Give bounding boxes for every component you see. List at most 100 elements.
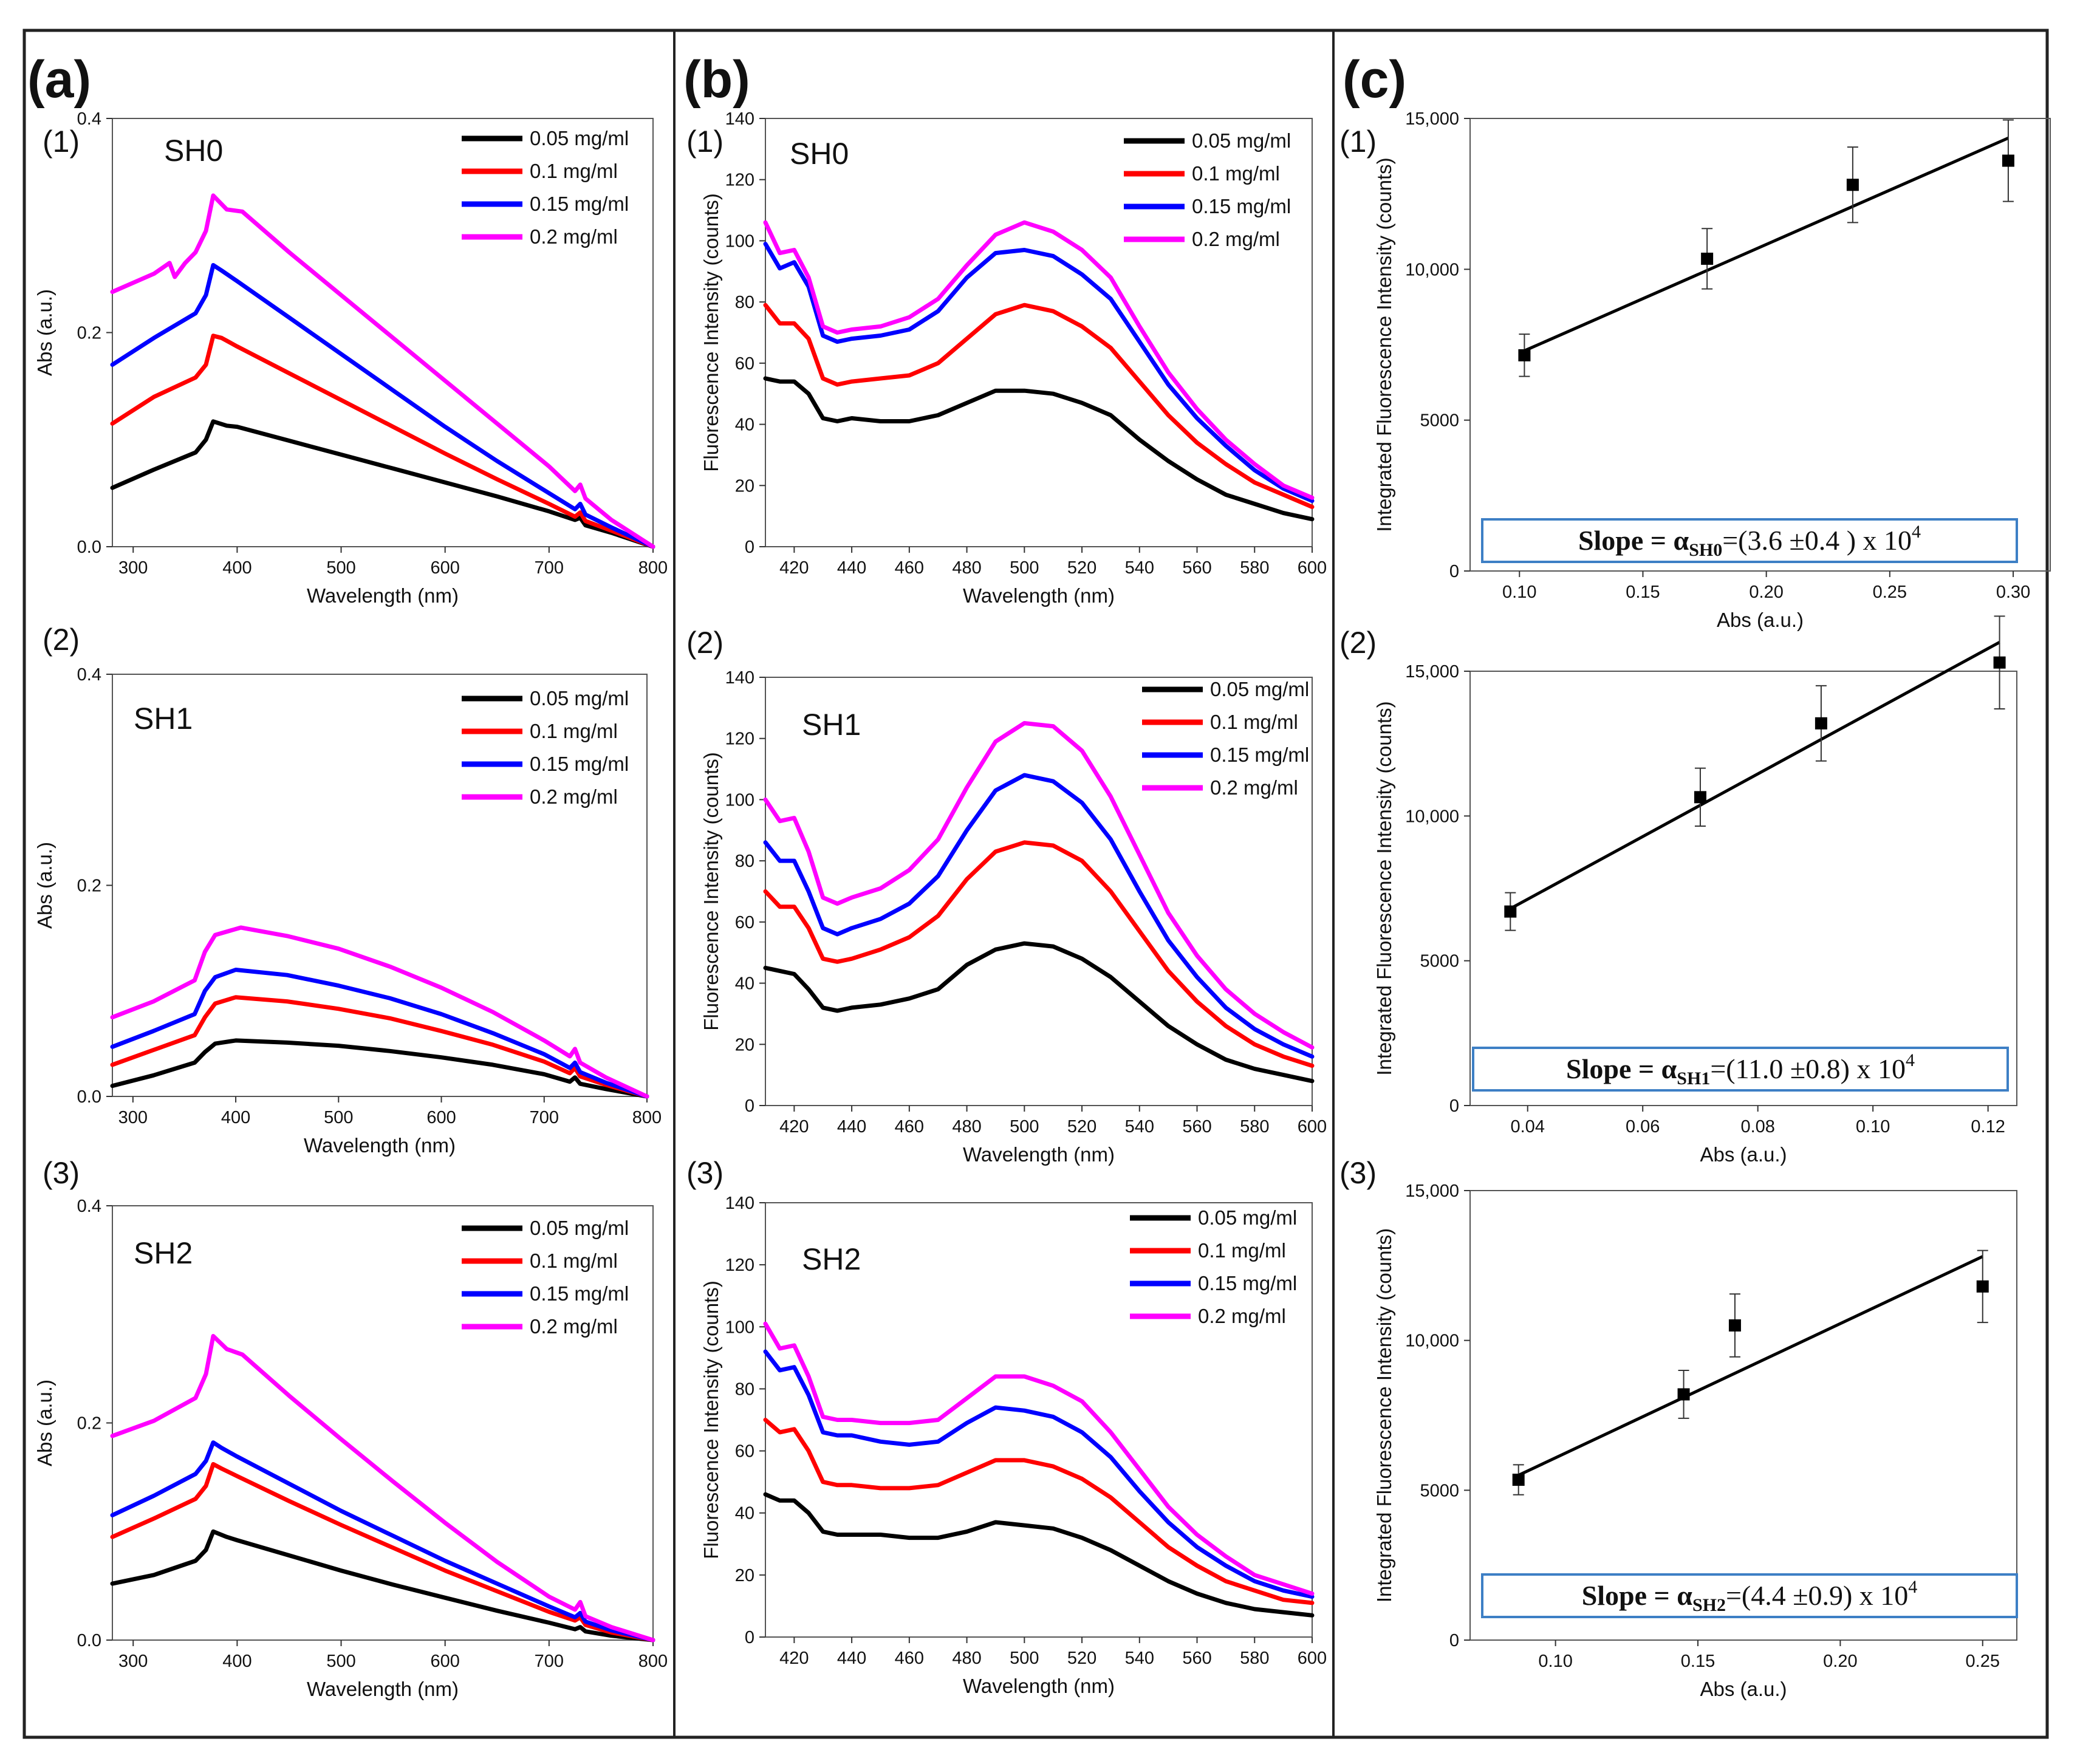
- x-tick-label: 0.06: [1626, 1117, 1660, 1137]
- y-tick-label: 60: [735, 1442, 754, 1461]
- subplot-tag: (2): [686, 626, 724, 660]
- x-tick-label: 560: [1182, 1649, 1211, 1668]
- y-tick-label: 100: [725, 1318, 754, 1337]
- x-tick-label: 460: [895, 558, 924, 578]
- y-tick-label: 0: [1449, 562, 1459, 581]
- fit-line: [1517, 1255, 1983, 1477]
- y-tick-label: 0.2: [77, 877, 101, 896]
- data-point-4: [1976, 1280, 1989, 1293]
- data-point-2: [1701, 252, 1714, 265]
- x-tick-label: 600: [430, 1652, 459, 1671]
- chart-c2: 0.04 0.06 0.08 0.10 0.12 0 5000 10,000 15,000 Abs…: [1339, 615, 2017, 1166]
- chart-a3: 300 400 500 600 700 800 0.0 0.2 0.4 Wavelength (n…: [33, 1156, 668, 1700]
- y-tick-label: 5000: [1420, 411, 1459, 431]
- subplot-tag: (2): [43, 623, 80, 657]
- x-tick-label: 560: [1182, 1117, 1211, 1137]
- legend-label-2: 0.1 mg/ml: [530, 720, 618, 742]
- series-line-1: [110, 1529, 655, 1643]
- x-tick-label: 400: [222, 1652, 251, 1671]
- subplot-tag: (3): [1339, 1156, 1377, 1190]
- legend-label-3: 0.15 mg/ml: [1192, 195, 1291, 217]
- x-tick-label: 500: [324, 1108, 353, 1127]
- series-line-3: [763, 1349, 1315, 1599]
- chart-b2: 420 440 460 480 500 520 540 560 580 600 0 20 40 60 80 1…: [686, 626, 1327, 1166]
- y-tick-label: 0: [745, 538, 754, 557]
- legend-label-2: 0.1 mg/ml: [1192, 162, 1280, 185]
- legend-label-3: 0.15 mg/ml: [530, 1282, 629, 1305]
- y-tick-label: 10,000: [1405, 807, 1459, 826]
- y-tick-label: 10,000: [1405, 260, 1459, 279]
- y-axis-label: Integrated Fluorescence Intensity (count…: [1373, 157, 1395, 532]
- x-tick-label: 600: [430, 558, 459, 578]
- x-tick-label: 440: [837, 1117, 866, 1137]
- series-line-3: [763, 242, 1315, 503]
- y-tick-label: 15,000: [1405, 662, 1459, 682]
- series-line-4: [763, 220, 1315, 500]
- sample-name: SH0: [790, 137, 849, 171]
- x-tick-label: 480: [952, 558, 981, 578]
- x-tick-label: 700: [535, 558, 564, 578]
- x-tick-label: 300: [118, 1652, 148, 1671]
- x-tick-label: 700: [535, 1652, 564, 1671]
- x-axis-label: Abs (a.u.): [1700, 1143, 1787, 1166]
- y-tick-label: 40: [735, 1504, 754, 1523]
- y-tick-label: 80: [735, 293, 754, 312]
- x-axis-label: Wavelength (nm): [307, 1678, 459, 1700]
- y-tick-label: 120: [725, 730, 754, 749]
- x-tick-label: 0.20: [1823, 1652, 1857, 1671]
- y-tick-label: 20: [735, 1035, 754, 1055]
- legend-label-4: 0.2 mg/ml: [530, 225, 618, 248]
- data-point-1: [1504, 905, 1517, 918]
- fit-line: [1524, 136, 2009, 352]
- legend-label-4: 0.2 mg/ml: [530, 1315, 618, 1338]
- data-point-4: [1993, 656, 2006, 669]
- y-tick-label: 140: [725, 109, 754, 129]
- plot-frame: [765, 118, 1313, 547]
- y-tick-label: 20: [735, 476, 754, 496]
- y-tick-label: 80: [735, 1379, 754, 1399]
- x-tick-label: 520: [1067, 1117, 1096, 1137]
- legend-label-2: 0.1 mg/ml: [1210, 711, 1298, 733]
- slope-annotation: Slope = αSH2=(4.4 ±0.9) x 104: [1582, 1577, 1918, 1615]
- y-tick-label: 0.4: [77, 1197, 101, 1216]
- slope-annotation: Slope = αSH0=(3.6 ±0.4 ) x 104: [1578, 522, 1921, 560]
- sample-name: SH2: [134, 1236, 193, 1270]
- x-tick-label: 0.15: [1626, 583, 1660, 602]
- x-tick-label: 0.10: [1502, 583, 1536, 602]
- y-tick-label: 40: [735, 415, 754, 435]
- series-line-2: [110, 1461, 655, 1643]
- y-tick-label: 60: [735, 913, 754, 932]
- series-line-4: [110, 925, 649, 1099]
- y-tick-label: 0.4: [77, 665, 101, 685]
- y-tick-label: 20: [735, 1566, 754, 1585]
- legend-label-2: 0.1 mg/ml: [530, 1250, 618, 1272]
- series-line-2: [763, 1418, 1315, 1605]
- subplot-tag: (1): [1339, 125, 1377, 159]
- x-tick-label: 500: [1010, 1117, 1039, 1137]
- legend-label-4: 0.2 mg/ml: [1192, 228, 1280, 250]
- x-tick-label: 0.12: [1971, 1117, 2005, 1137]
- y-tick-label: 140: [725, 668, 754, 688]
- series-line-4: [763, 1321, 1315, 1596]
- x-tick-label: 800: [638, 1652, 668, 1671]
- x-tick-label: 300: [118, 1108, 148, 1127]
- x-tick-label: 540: [1125, 1117, 1154, 1137]
- figure-frame: [22, 29, 2049, 1739]
- x-tick-label: 600: [1298, 1649, 1327, 1668]
- y-tick-label: 0.4: [77, 109, 101, 129]
- series-line-3: [763, 773, 1315, 1059]
- data-point-1: [1512, 1474, 1525, 1486]
- slope-annotation: Slope = αSH1=(11.0 ±0.8) x 104: [1566, 1050, 1915, 1089]
- y-axis-label: Abs (a.u.): [33, 1379, 56, 1466]
- panel-label-c: (c): [1343, 50, 1406, 109]
- x-axis-label: Wavelength (nm): [963, 584, 1115, 607]
- chart-a1: 300 400 500 600 700 800 0.0 0.2 0.4 Wavelength (n…: [33, 109, 668, 607]
- sample-name: SH0: [164, 134, 223, 168]
- x-tick-label: 420: [779, 1649, 809, 1668]
- chart-c3: 0.10 0.15 0.20 0.25 0 5000 10,000 15,000 Abs (a.…: [1339, 1156, 2018, 1700]
- y-tick-label: 0: [745, 1096, 754, 1116]
- legend-label-1: 0.05 mg/ml: [530, 127, 629, 149]
- series-line-4: [110, 1334, 655, 1643]
- y-axis-label: Integrated Fluorescence Intensity (count…: [1373, 1228, 1395, 1602]
